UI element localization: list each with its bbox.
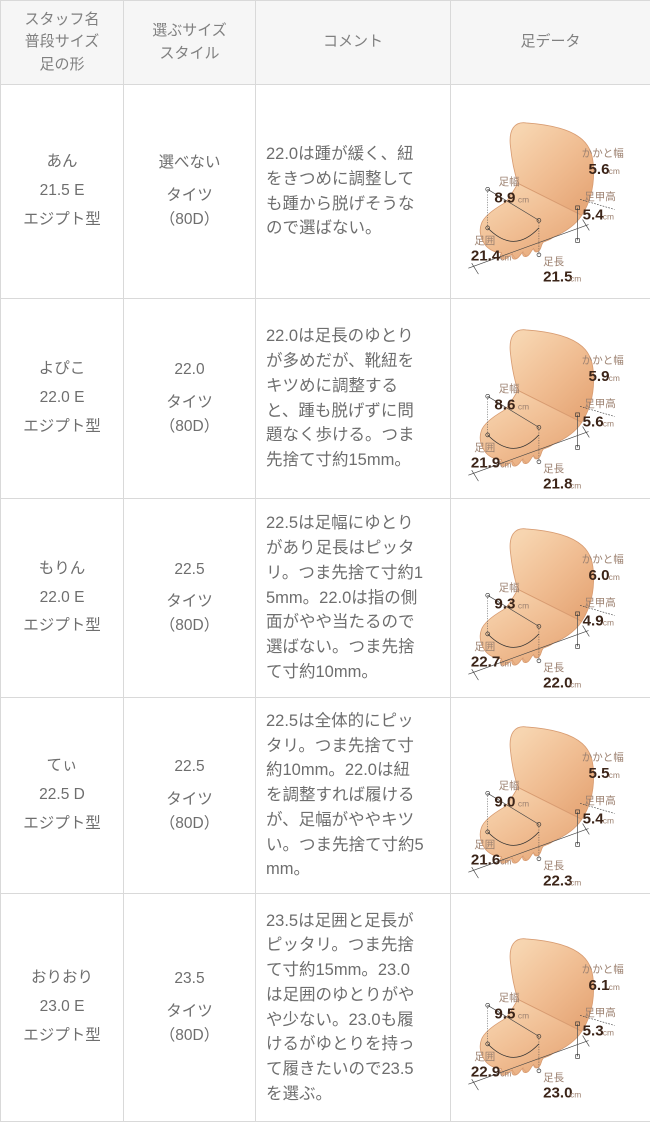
svg-text:cm: cm — [570, 1089, 581, 1099]
svg-text:cm: cm — [500, 1068, 511, 1078]
svg-text:足幅: 足幅 — [499, 991, 520, 1004]
svg-text:足長: 足長 — [543, 859, 564, 871]
svg-text:足囲: 足囲 — [474, 1050, 495, 1062]
svg-text:足幅: 足幅 — [499, 779, 520, 792]
svg-text:cm: cm — [603, 618, 614, 628]
svg-text:8.9: 8.9 — [494, 189, 515, 206]
svg-text:5.5: 5.5 — [588, 765, 609, 782]
svg-text:cm: cm — [500, 856, 511, 866]
svg-text:cm: cm — [500, 459, 511, 469]
svg-text:22.7: 22.7 — [471, 654, 500, 671]
svg-text:21.8: 21.8 — [543, 475, 572, 492]
svg-text:足幅: 足幅 — [499, 382, 520, 395]
svg-text:cm: cm — [609, 572, 620, 582]
svg-text:8.6: 8.6 — [494, 396, 515, 413]
svg-text:足甲高: 足甲高 — [584, 596, 616, 609]
svg-text:23.0: 23.0 — [543, 1084, 572, 1101]
svg-text:足長: 足長 — [543, 255, 564, 267]
svg-text:6.0: 6.0 — [588, 567, 609, 584]
svg-text:9.5: 9.5 — [494, 1005, 515, 1022]
svg-text:cm: cm — [603, 418, 614, 428]
svg-text:cm: cm — [518, 601, 529, 611]
svg-text:足長: 足長 — [543, 462, 564, 474]
svg-text:cm: cm — [570, 680, 581, 690]
svg-text:21.4: 21.4 — [471, 247, 501, 264]
svg-text:足囲: 足囲 — [474, 234, 495, 246]
svg-text:cm: cm — [609, 166, 620, 176]
svg-text:かかと幅: かかと幅 — [582, 353, 624, 366]
svg-text:足甲高: 足甲高 — [584, 794, 616, 807]
svg-text:5.9: 5.9 — [588, 368, 609, 385]
svg-text:かかと幅: かかと幅 — [582, 962, 624, 975]
svg-text:cm: cm — [500, 659, 511, 669]
svg-text:9.0: 9.0 — [494, 793, 515, 810]
svg-text:足甲高: 足甲高 — [584, 1006, 616, 1019]
svg-text:21.5: 21.5 — [543, 268, 572, 285]
svg-text:cm: cm — [609, 770, 620, 780]
svg-text:cm: cm — [603, 211, 614, 221]
svg-text:足甲高: 足甲高 — [584, 397, 616, 410]
svg-text:5.4: 5.4 — [583, 810, 605, 827]
svg-text:5.3: 5.3 — [583, 1022, 604, 1039]
svg-text:6.1: 6.1 — [588, 977, 609, 994]
svg-text:足甲高: 足甲高 — [584, 190, 616, 203]
svg-text:cm: cm — [518, 1010, 529, 1020]
svg-text:21.6: 21.6 — [471, 851, 500, 868]
svg-text:足長: 足長 — [543, 662, 564, 674]
svg-text:cm: cm — [603, 815, 614, 825]
svg-text:足幅: 足幅 — [499, 581, 520, 594]
svg-text:かかと幅: かかと幅 — [582, 146, 624, 159]
svg-text:cm: cm — [570, 273, 581, 283]
svg-text:足囲: 足囲 — [474, 441, 495, 453]
svg-text:5.6: 5.6 — [588, 161, 609, 178]
svg-text:cm: cm — [609, 982, 620, 992]
svg-text:cm: cm — [570, 480, 581, 490]
svg-text:足幅: 足幅 — [499, 175, 520, 188]
svg-text:cm: cm — [518, 798, 529, 808]
svg-text:cm: cm — [518, 194, 529, 204]
svg-text:cm: cm — [603, 1027, 614, 1037]
svg-text:22.9: 22.9 — [471, 1063, 500, 1080]
svg-text:5.6: 5.6 — [583, 413, 604, 430]
svg-text:足囲: 足囲 — [474, 838, 495, 850]
svg-text:足長: 足長 — [543, 1071, 564, 1083]
svg-text:cm: cm — [609, 373, 620, 383]
svg-text:4.9: 4.9 — [583, 613, 604, 630]
svg-text:かかと幅: かかと幅 — [582, 750, 624, 763]
svg-text:9.3: 9.3 — [494, 596, 515, 613]
svg-text:22.3: 22.3 — [543, 872, 572, 889]
svg-text:5.4: 5.4 — [583, 206, 605, 223]
svg-text:足囲: 足囲 — [474, 641, 495, 653]
svg-text:cm: cm — [500, 252, 511, 262]
svg-text:21.9: 21.9 — [471, 454, 500, 471]
svg-text:cm: cm — [570, 877, 581, 887]
svg-text:cm: cm — [518, 401, 529, 411]
svg-text:かかと幅: かかと幅 — [582, 553, 624, 566]
